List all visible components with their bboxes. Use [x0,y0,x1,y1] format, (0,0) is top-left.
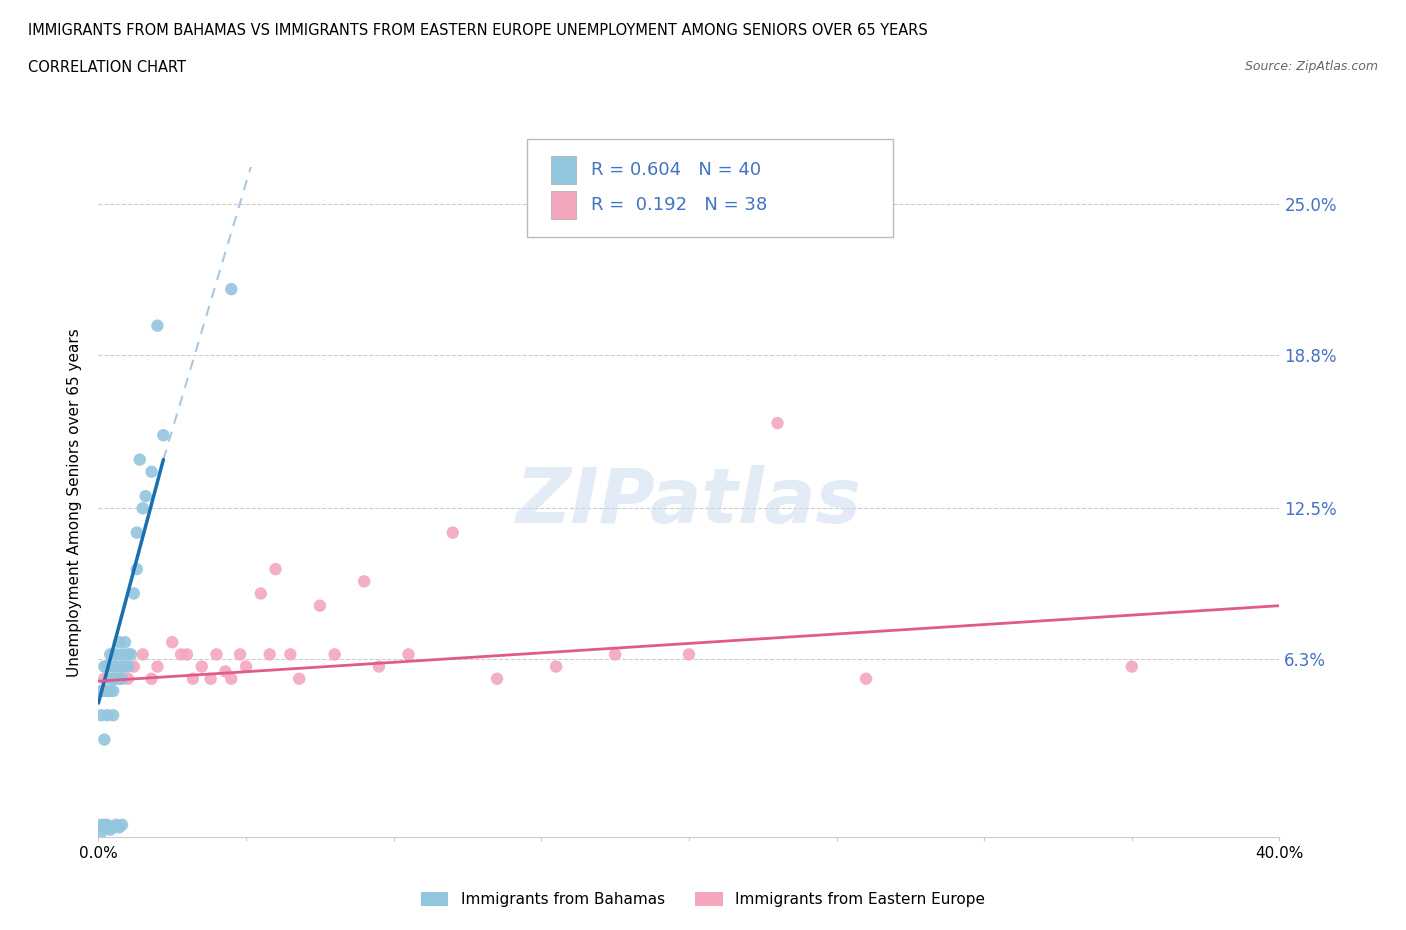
Point [111,659,134,674]
Y-axis label: Unemployment Among Seniors over 65 years: Unemployment Among Seniors over 65 years [67,328,83,677]
Point [103,684,125,698]
Point [162,635,183,650]
Point [108,659,131,674]
Point [103,671,125,686]
Point [264,562,287,577]
Point [98,647,121,662]
Point [111,647,134,662]
Point [103,820,125,835]
Point [96,659,118,674]
Point [152,428,174,443]
Point [90,708,112,723]
Point [132,647,155,662]
Point [93,684,115,698]
Point [135,488,157,503]
Point [111,671,134,686]
Point [117,671,139,686]
Point [103,708,125,723]
Point [219,282,242,297]
Point [200,671,222,686]
Point [229,647,252,662]
Point [120,647,142,662]
Point [103,647,125,662]
Point [93,817,115,832]
Point [96,708,118,723]
Point [146,659,169,674]
Point [368,659,391,674]
Point [111,817,134,832]
Point [128,452,150,467]
Point [146,318,169,333]
Point [117,659,139,674]
Point [176,647,198,662]
Point [117,647,139,662]
Point [96,817,118,832]
Text: Source: ZipAtlas.com: Source: ZipAtlas.com [1244,60,1378,73]
Point [605,647,627,662]
Point [90,825,112,840]
Point [125,562,148,577]
Point [191,659,214,674]
Point [259,647,281,662]
Point [141,464,163,479]
Point [288,671,311,686]
Legend: Immigrants from Bahamas, Immigrants from Eastern Europe: Immigrants from Bahamas, Immigrants from… [415,885,991,913]
Point [103,659,125,674]
Point [96,820,118,835]
Point [141,671,163,686]
Point [90,817,112,832]
Point [441,525,464,540]
Point [90,684,112,698]
Point [125,525,148,540]
Point [396,647,419,662]
Point [98,671,121,686]
Point [250,586,273,601]
Point [1121,659,1143,674]
Point [546,659,568,674]
Point [678,647,700,662]
Point [108,635,131,650]
Point [105,647,128,662]
Point [114,659,136,674]
Point [235,659,257,674]
Point [278,647,302,662]
Text: CORRELATION CHART: CORRELATION CHART [28,60,186,75]
Point [122,586,145,601]
Point [205,647,228,662]
Point [93,659,115,674]
Point [93,671,115,686]
Point [353,574,375,589]
Point [105,671,128,686]
Text: ZIPatlas: ZIPatlas [516,465,862,539]
Point [181,671,204,686]
Point [132,501,155,516]
Point [105,817,128,832]
Point [214,664,236,679]
Point [96,659,118,674]
Point [122,659,145,674]
Point [766,416,789,431]
Point [486,671,509,686]
Point [93,732,115,747]
Point [309,598,332,613]
Point [114,635,136,650]
Text: R = 0.604   N = 40: R = 0.604 N = 40 [591,161,761,179]
Point [98,684,121,698]
Point [108,671,131,686]
Point [98,822,121,837]
Point [105,659,128,674]
Point [323,647,346,662]
Point [93,820,115,835]
Point [855,671,877,686]
Text: IMMIGRANTS FROM BAHAMAS VS IMMIGRANTS FROM EASTERN EUROPE UNEMPLOYMENT AMONG SEN: IMMIGRANTS FROM BAHAMAS VS IMMIGRANTS FR… [28,23,928,38]
Point [108,820,131,835]
Point [96,684,118,698]
Point [111,659,134,674]
Point [170,647,193,662]
Point [96,659,118,674]
Point [219,671,242,686]
Text: R =  0.192   N = 38: R = 0.192 N = 38 [591,195,766,214]
